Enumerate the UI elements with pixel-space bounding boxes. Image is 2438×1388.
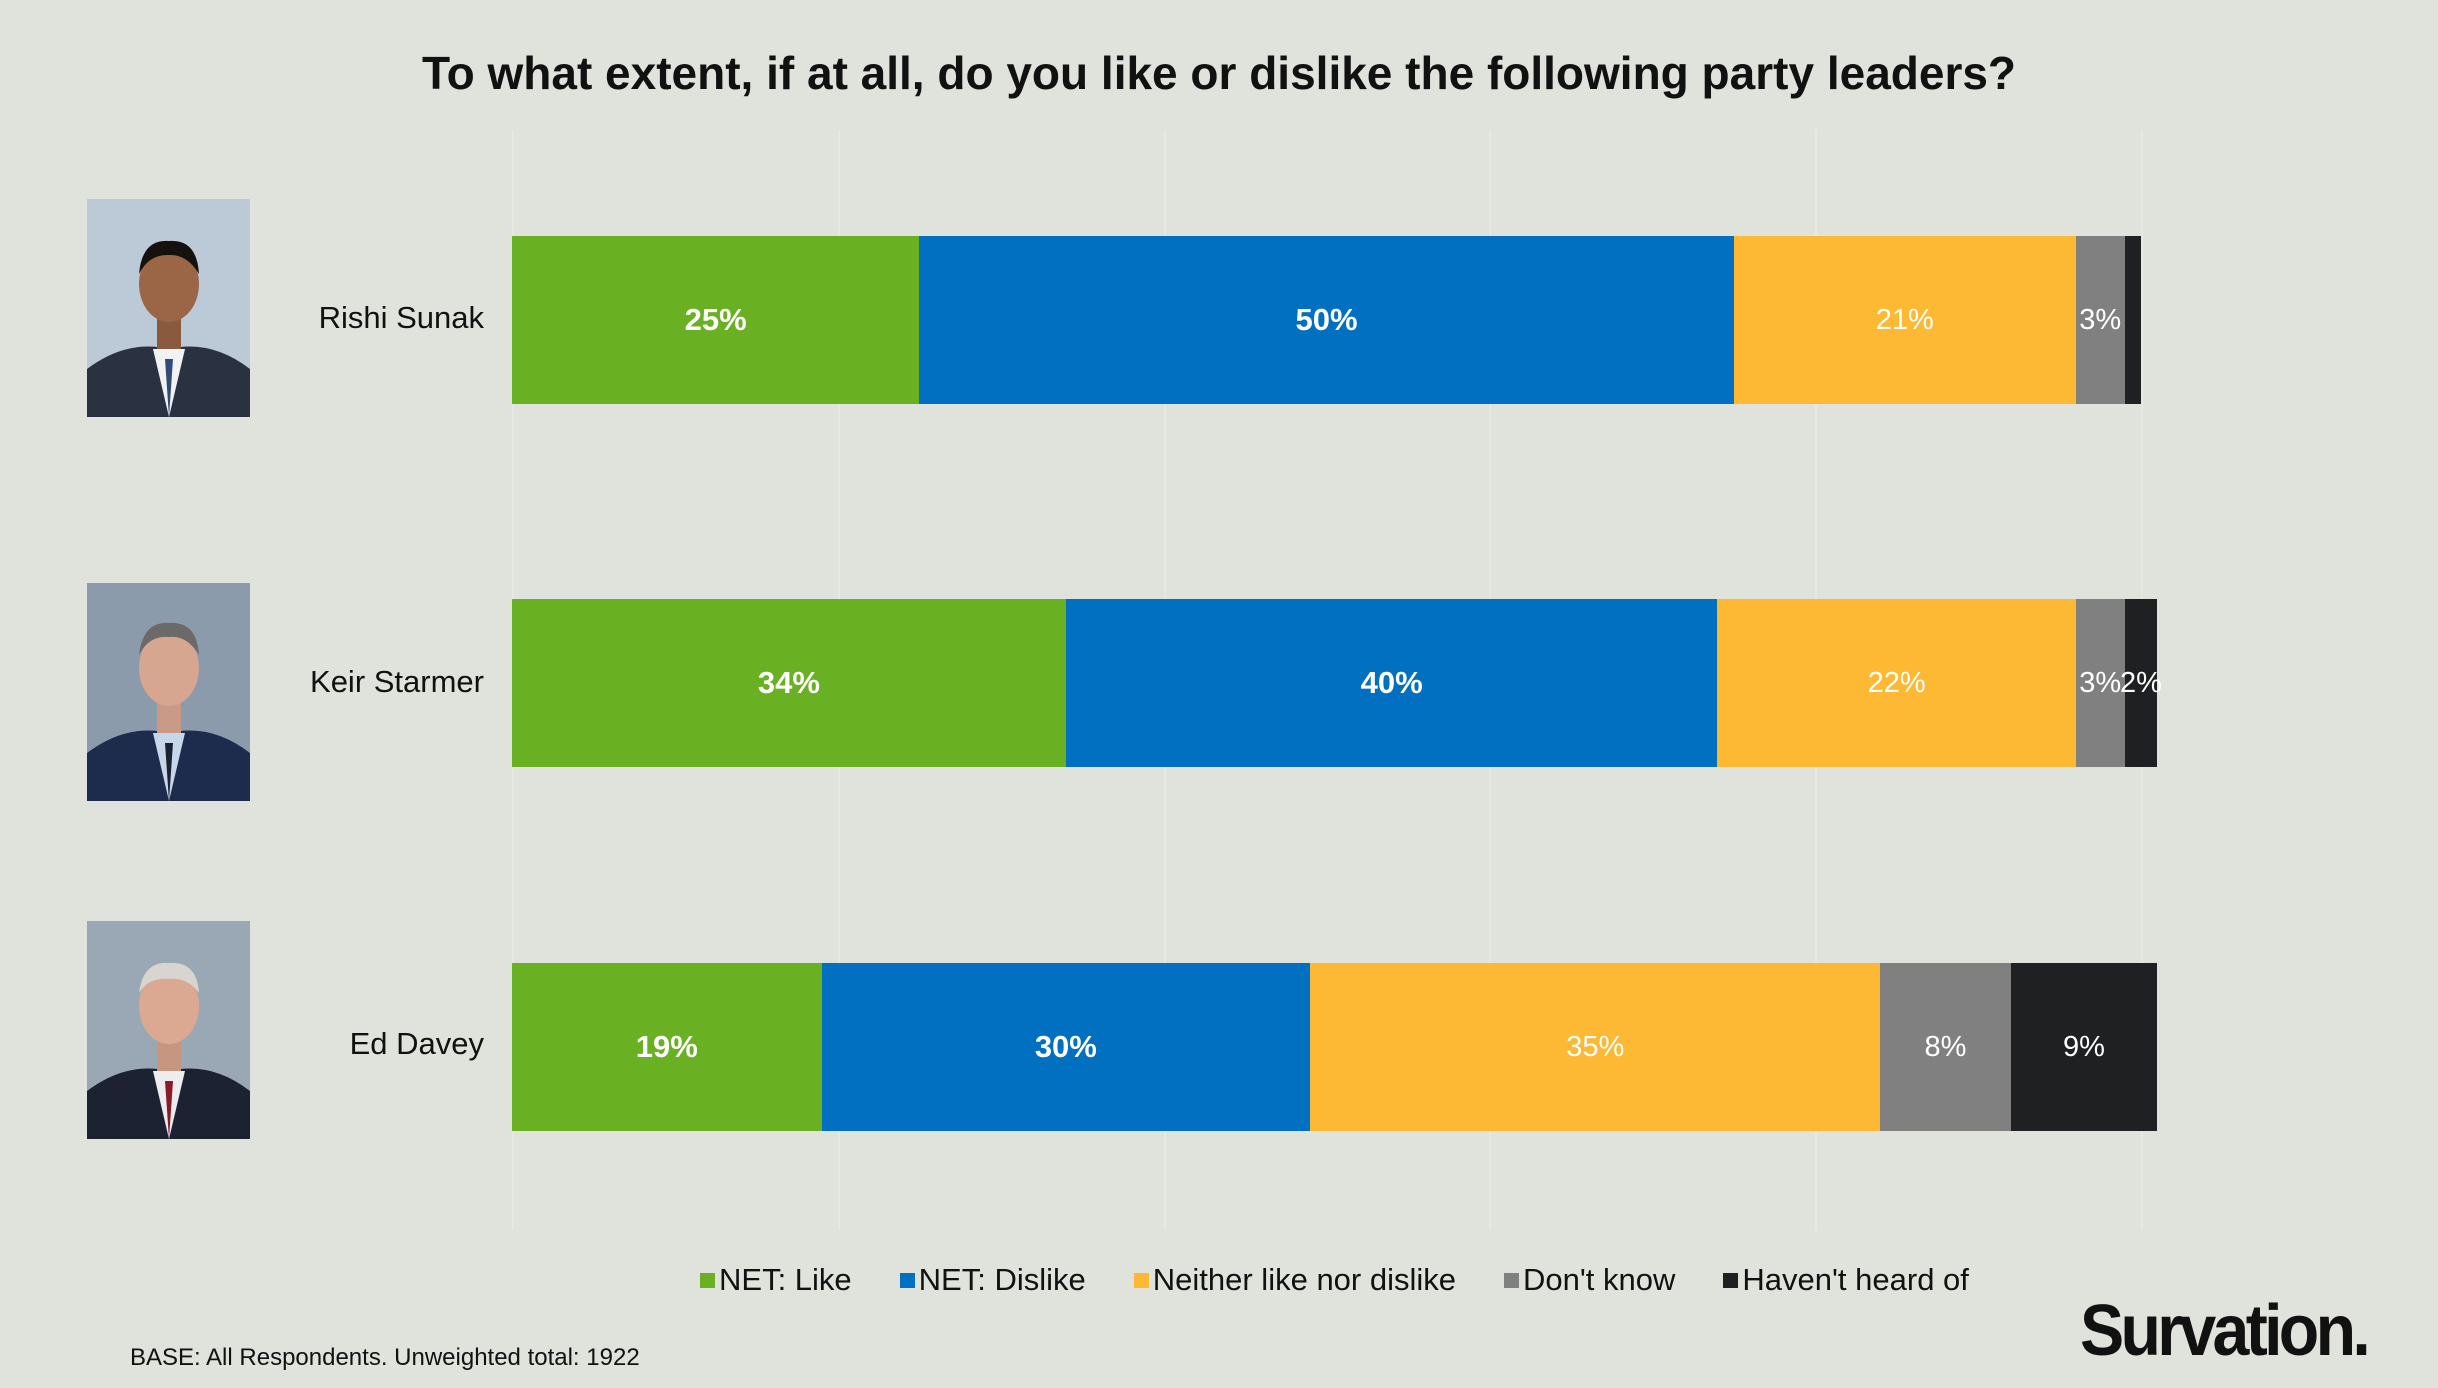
legend-item: NET: Dislike xyxy=(899,1262,1086,1298)
data-label: 40% xyxy=(1360,665,1423,700)
legend-item: Haven't heard of xyxy=(1723,1262,1969,1298)
bar-segment: 22% xyxy=(1717,599,2076,767)
data-label: 22% xyxy=(1867,666,1926,699)
legend-label: Don't know xyxy=(1523,1262,1676,1297)
category-label: Ed Davey xyxy=(349,1026,484,1061)
bar-segment: 25% xyxy=(512,236,920,404)
bar-row: 34% 40% 22% 3% 2% xyxy=(512,599,2162,767)
base-note: BASE: All Respondents. Unweighted total:… xyxy=(130,1344,640,1371)
bar-segment: 3% xyxy=(2075,236,2125,404)
bar-segment: 19% xyxy=(512,963,822,1131)
legend-swatch xyxy=(899,1272,915,1288)
bar-segment: 21% xyxy=(1733,236,2076,404)
bar-segment: 35% xyxy=(1310,963,1881,1131)
keir-starmer-photo xyxy=(87,583,250,801)
data-label: 3% xyxy=(2079,666,2122,699)
category-label: Keir Starmer xyxy=(310,664,484,699)
legend-label: NET: Dislike xyxy=(918,1262,1086,1297)
legend: NET: Like NET: Dislike Neither like nor … xyxy=(700,1262,1969,1298)
ed-davey-photo xyxy=(87,921,250,1139)
legend-swatch xyxy=(1133,1272,1149,1288)
legend-label: Haven't heard of xyxy=(1742,1262,1969,1297)
chart-title: To what extent, if at all, do you like o… xyxy=(421,47,2017,99)
data-label: 3% xyxy=(2079,303,2122,336)
data-label: 8% xyxy=(1924,1030,1967,1063)
legend-label: Neither like nor dislike xyxy=(1152,1262,1456,1297)
survation-logo: Survation. xyxy=(2080,1291,2371,1371)
rishi-sunak-photo xyxy=(87,199,250,417)
legend-swatch xyxy=(700,1272,715,1288)
data-label: 35% xyxy=(1566,1030,1625,1063)
legend-label: NET: Like xyxy=(719,1262,852,1297)
bar-row: 19% 30% 35% 8% 9% xyxy=(512,963,2158,1131)
data-label: 30% xyxy=(1034,1029,1097,1064)
bar-segment: 40% xyxy=(1065,599,1718,767)
data-label: 2% xyxy=(2120,666,2162,699)
legend-item: NET: Like xyxy=(700,1262,852,1298)
bar-segment: 34% xyxy=(512,599,1066,767)
category-label: Rishi Sunak xyxy=(318,300,484,335)
bar-row: 25% 50% 21% 3% xyxy=(512,236,2141,404)
legend-item: Neither like nor dislike xyxy=(1133,1262,1456,1298)
bar-segment: 30% xyxy=(821,963,1311,1131)
bar-segment xyxy=(2124,236,2141,404)
data-label: 21% xyxy=(1875,303,1934,336)
legend-item: Don't know xyxy=(1504,1262,1675,1298)
bar-segment: 2% xyxy=(2120,599,2162,767)
bar-segment: 8% xyxy=(1880,963,2011,1131)
bar-segment: 9% xyxy=(2010,963,2158,1131)
legend-swatch xyxy=(1504,1272,1519,1288)
data-label: 50% xyxy=(1295,302,1358,337)
bar-segment: 50% xyxy=(919,236,1734,404)
data-label: 34% xyxy=(757,665,820,700)
data-label: 19% xyxy=(635,1029,698,1064)
legend-swatch xyxy=(1723,1272,1739,1288)
data-label: 9% xyxy=(2063,1030,2105,1063)
bar-segment: 3% xyxy=(2075,599,2125,767)
data-label: 25% xyxy=(684,302,747,337)
